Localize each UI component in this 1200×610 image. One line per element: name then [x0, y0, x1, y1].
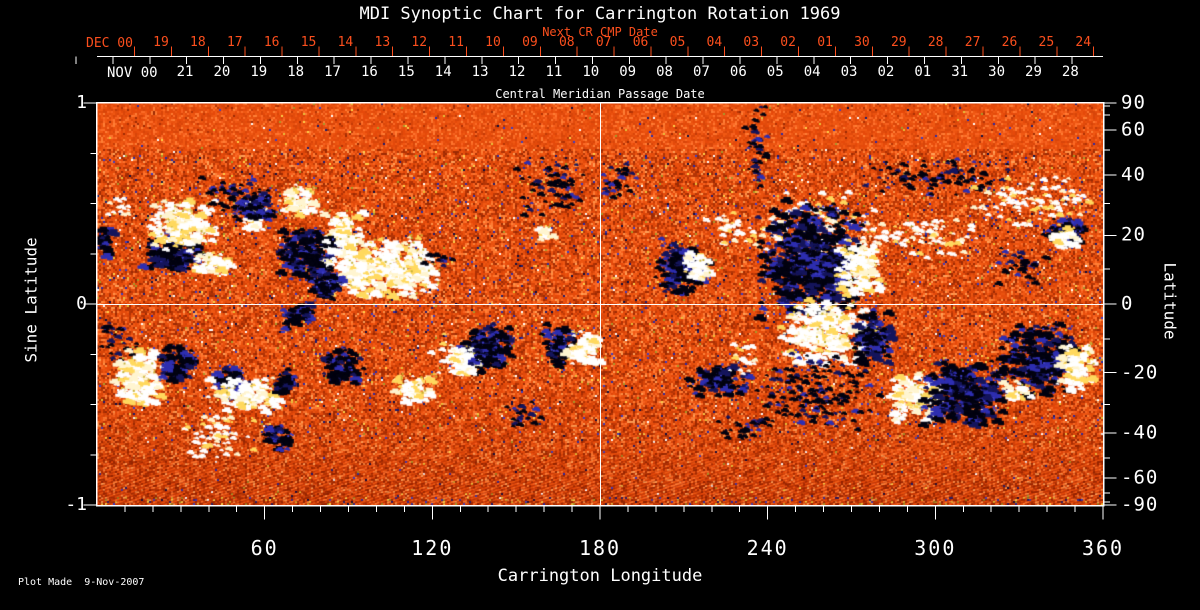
- next-cr-cmp-date-label: Next CR CMP Date: [542, 25, 658, 39]
- dec-day-tick-label: 02: [780, 35, 796, 50]
- dec-day-tick-label: 16: [263, 35, 280, 50]
- nov-day-tick-label: 06: [729, 64, 747, 80]
- nov-day-tick-label: 10: [582, 64, 600, 80]
- dec-day-tick-label: 26: [1001, 35, 1018, 50]
- nov-day-tick-label: 03: [840, 64, 858, 80]
- nov-day-tick-label: 30: [988, 64, 1006, 80]
- dec-day-tick-label: 07: [595, 35, 612, 50]
- latitude-tick-label: -90: [1121, 493, 1159, 516]
- dec-day-tick-label: 10: [485, 35, 501, 50]
- dec-day-tick-label: 08: [558, 35, 575, 50]
- nov-day-tick-label: 05: [766, 64, 784, 80]
- longitude-tick-label: 240: [746, 536, 789, 560]
- nov-month-label: NOV 00: [107, 65, 158, 81]
- chart-title: MDI Synoptic Chart for Carrington Rotati…: [359, 4, 841, 24]
- nov-day-tick-label: 09: [619, 64, 637, 80]
- latitude-axis-title: Latitude: [1160, 262, 1180, 340]
- nov-day-tick-label: 18: [287, 64, 305, 80]
- dec-day-tick-label: 01: [817, 35, 833, 50]
- dec-day-tick-label: 30: [854, 35, 870, 50]
- latitude-tick-label: 20: [1121, 223, 1146, 246]
- dec-day-tick-label: 24: [1075, 35, 1092, 50]
- nov-day-tick-label: 28: [1061, 64, 1079, 80]
- nov-day-tick-label: 15: [397, 64, 415, 80]
- dec-day-tick-label: 03: [743, 35, 760, 50]
- sine-latitude-tick-label: -1: [65, 494, 87, 515]
- nov-day-tick-label: 07: [693, 64, 710, 80]
- dec-day-tick-label: 05: [669, 35, 686, 50]
- dec-day-tick-label: 06: [632, 35, 649, 50]
- nov-day-tick-label: 12: [508, 64, 526, 80]
- dec-day-tick-label: 17: [226, 35, 243, 50]
- longitude-tick-label: 120: [411, 536, 454, 560]
- dec-day-tick-label: 14: [337, 35, 354, 50]
- latitude-tick-label: -60: [1121, 466, 1159, 489]
- latitude-tick-label: 60: [1121, 118, 1146, 141]
- latitude-tick-label: 90: [1121, 91, 1146, 114]
- dec-day-tick-label: 13: [374, 35, 391, 50]
- nov-day-tick-label: 04: [803, 64, 821, 80]
- sine-latitude-axis-title: Sine Latitude: [21, 237, 41, 363]
- dec-day-tick-label: 28: [927, 35, 944, 50]
- dec-month-label: DEC 00: [86, 36, 133, 51]
- longitude-tick-label: 360: [1081, 536, 1125, 560]
- dec-day-tick-label: 15: [300, 35, 317, 50]
- nov-day-tick-label: 21: [176, 64, 194, 80]
- dec-day-tick-label: 12: [411, 35, 428, 50]
- latitude-tick-label: -20: [1121, 361, 1159, 384]
- sine-latitude-tick-label: 0: [76, 293, 87, 314]
- dec-day-tick-label: 29: [890, 35, 907, 50]
- dec-day-tick-label: 18: [190, 35, 206, 50]
- dec-day-tick-label: 27: [964, 35, 981, 50]
- nov-day-tick-label: 31: [951, 64, 969, 80]
- latitude-tick-label: 0: [1121, 292, 1134, 315]
- longitude-tick-label: 60: [250, 536, 279, 560]
- nov-day-tick-label: 17: [324, 64, 341, 80]
- dec-day-tick-label: 04: [706, 35, 723, 50]
- nov-day-tick-label: 11: [545, 64, 563, 80]
- carrington-longitude-axis-title: Carrington Longitude: [497, 566, 703, 586]
- dec-day-tick-label: 19: [153, 35, 169, 50]
- cmp-date-axis-title: Central Meridian Passage Date: [495, 87, 705, 101]
- nov-day-tick-label: 16: [361, 64, 378, 80]
- nov-day-tick-label: 02: [877, 64, 895, 80]
- nov-day-tick-label: 29: [1025, 64, 1042, 80]
- nov-day-tick-label: 14: [434, 64, 452, 80]
- sine-latitude-tick-label: 1: [76, 92, 87, 113]
- nov-day-tick-label: 08: [656, 64, 673, 80]
- dec-day-tick-label: 09: [522, 35, 538, 50]
- dec-day-tick-label: 11: [448, 35, 464, 50]
- plot-made-timestamp: Plot Made 9-Nov-2007: [18, 577, 145, 588]
- nov-day-tick-label: 19: [250, 64, 268, 80]
- nov-day-tick-label: 01: [914, 64, 932, 80]
- latitude-tick-label: -40: [1121, 421, 1159, 444]
- longitude-tick-label: 300: [914, 536, 957, 560]
- nov-day-tick-label: 13: [471, 64, 489, 80]
- latitude-tick-label: 40: [1121, 163, 1146, 186]
- nov-day-tick-label: 20: [213, 64, 231, 80]
- longitude-tick-label: 180: [578, 536, 622, 560]
- dec-day-tick-label: 25: [1038, 35, 1055, 50]
